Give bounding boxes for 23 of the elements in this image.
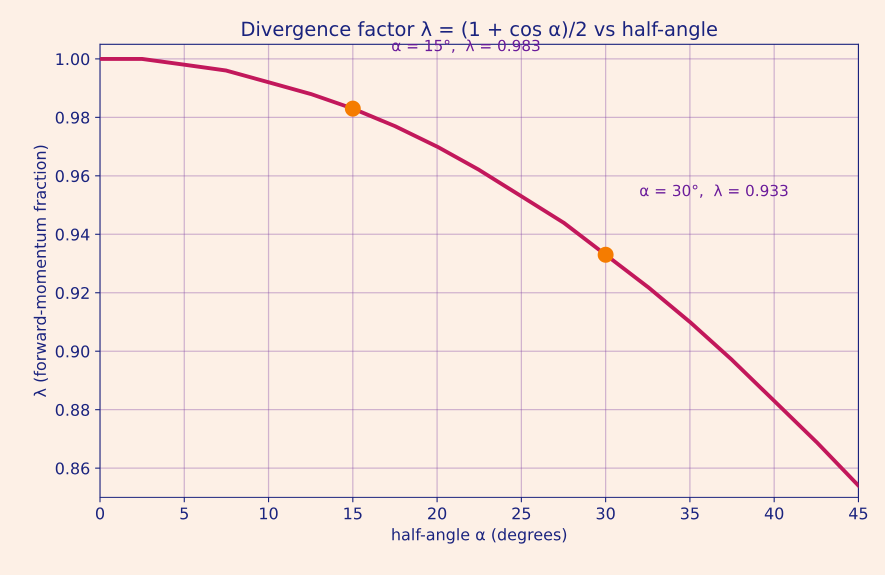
x-tick-label: 0 <box>96 507 104 520</box>
x-tick-label: 5 <box>180 508 188 520</box>
y-tick-label: 0.92 <box>56 286 89 300</box>
x-tick-label: 35 <box>680 507 699 520</box>
line-series <box>100 56 858 488</box>
y-tick-label: 0.96 <box>56 170 90 182</box>
chart-title: Divergence factor λ = (1 + cos α)/2 vs half-angle <box>242 21 717 40</box>
y-tick-label: 0.94 <box>56 228 90 241</box>
x-tick-label: 40 <box>764 507 784 520</box>
y-tick-label: 0.98 <box>56 112 90 124</box>
x-tick-label: 30 <box>596 507 615 520</box>
x-tick-label: 45 <box>849 508 868 520</box>
y-tick-label: 0.88 <box>56 404 90 416</box>
x-tick-label: 25 <box>512 507 530 520</box>
x-tick-label: 10 <box>260 507 278 520</box>
x-tick-label: 15 <box>344 508 362 520</box>
annotation: α = 30°, λ = 0.933 <box>640 184 788 198</box>
y-tick-label: 0.90 <box>56 345 90 358</box>
y-tick-label: 1.00 <box>56 53 90 66</box>
y-tick-label: 0.86 <box>56 462 90 474</box>
y-axis-title: λ (forward-momentum fraction) <box>34 146 48 397</box>
x-tick-label: 20 <box>428 507 446 520</box>
x-axis-title: half-angle α (degrees) <box>392 528 566 544</box>
